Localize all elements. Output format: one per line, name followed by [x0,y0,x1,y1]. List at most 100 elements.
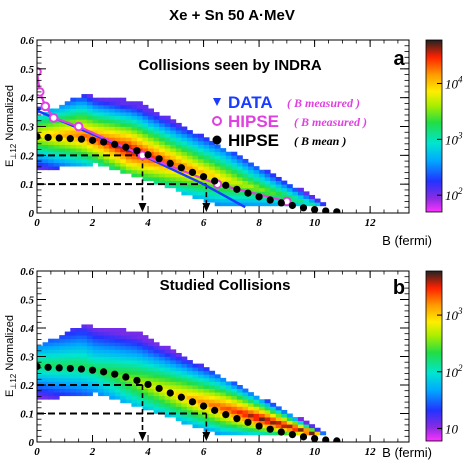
heatmap-cell [120,331,127,336]
y-tick-label: 0 [29,208,35,220]
heatmap-cell [148,144,154,149]
heatmap-cell [292,187,299,192]
hipse-measured-point [73,121,84,132]
heatmap-cell [142,374,149,379]
heatmap-cell [209,169,216,174]
heatmap-cell [70,104,77,109]
heatmap-cell [159,173,166,178]
heatmap-cell [153,162,160,167]
heatmap-cell [81,115,88,120]
heatmap-cell [236,198,243,203]
heatmap-cell [159,122,166,127]
heatmap-cell [159,180,166,185]
y-tick-label: 0.3 [20,352,34,364]
heatmap-cell [42,342,49,347]
heatmap-cell [120,101,127,106]
heatmap-cell [142,385,149,389]
heatmap-cell [59,352,66,357]
heatmap-cell [92,360,99,365]
heatmap-cell [181,367,188,372]
heatmap-cell [186,370,193,375]
heatmap-cell [81,349,88,354]
heatmap-cell [98,122,105,127]
heatmap-cell [70,388,77,393]
heatmap-cell [70,342,77,347]
heatmap-cell [159,370,166,375]
heatmap-cell [159,133,166,138]
heatmap-cell [186,130,193,135]
heatmap-cell [86,144,93,149]
heatmap-cell [220,176,227,181]
heatmap-cell [92,352,99,357]
heatmap-cell [270,173,277,178]
heatmap-cell [148,140,154,145]
heatmap-cell [281,424,288,429]
heatmap-cell [75,360,82,365]
svg-text:E⊥12 Normalized: E⊥12 Normalized [4,85,18,167]
heatmap-cell [225,198,232,203]
heatmap-cell [170,155,177,160]
heatmap-cell [86,162,93,167]
heatmap-cell [81,97,88,102]
heatmap-cell [64,130,71,135]
heatmap-cell [114,338,121,343]
panel-a-ylabel-main: E [4,160,16,167]
heatmap-cell [98,115,105,120]
heatmap-cell [120,381,127,386]
heatmap-cell [214,144,221,149]
heatmap-cell [86,352,93,357]
hipse-mean-point [55,364,63,372]
heatmap-cell [153,122,160,127]
heatmap-cell [70,356,77,361]
heatmap-cell [142,349,149,354]
heatmap-cell [281,420,288,425]
heatmap-cell [198,148,204,153]
heatmap-cell [42,130,49,135]
heatmap-cell [181,381,188,386]
heatmap-cell [214,395,221,400]
heatmap-cell [75,108,82,113]
heatmap-cell [159,349,166,354]
heatmap-cell [75,352,82,357]
heatmap-cell [198,374,204,379]
heatmap-cell [86,385,93,389]
heatmap-cell [159,352,166,357]
heatmap-cell [247,406,254,411]
heatmap-cell [136,363,143,368]
heatmap-cell [131,122,138,127]
heatmap-cell [181,374,188,379]
heatmap-cell [81,342,88,347]
heatmap-cell [48,374,55,379]
heatmap-cell [164,180,171,185]
heatmap-cell [125,112,132,117]
heatmap-cell [259,406,266,411]
heatmap-cell [120,133,127,138]
heatmap-cell [281,180,288,185]
heatmap-cell [103,130,110,135]
heatmap-cell [253,399,260,404]
heatmap-cell [120,342,127,347]
heatmap-cell [198,399,204,404]
heatmap-cell [42,162,49,167]
heatmap-cell [53,166,60,171]
heatmap-cell [92,104,99,109]
heatmap-cell [303,198,310,203]
panel-a-series [37,66,341,213]
heatmap-cell [275,187,282,192]
heatmap-cell [247,409,254,414]
heatmap-cell [170,158,177,163]
heatmap-cell [220,173,227,178]
heatmap-cell [153,360,160,365]
hipse-mean-point [55,134,63,142]
heatmap-cell [270,180,277,185]
heatmap-cell [148,166,154,171]
heatmap-cell [64,374,71,379]
heatmap-cell [109,112,116,117]
heatmap-cell [109,367,116,372]
heatmap-cell [203,151,210,156]
heatmap-cell [270,187,277,192]
heatmap-cell [120,367,127,372]
heatmap-cell [142,140,149,145]
heatmap-cell [103,126,110,131]
heatmap-cell [75,374,82,379]
